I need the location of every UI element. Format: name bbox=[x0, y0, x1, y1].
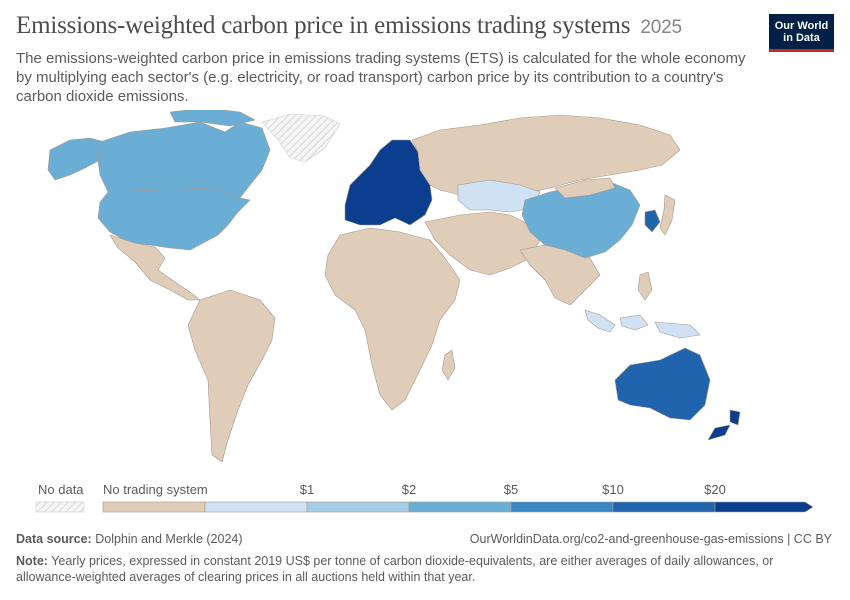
region-russia[interactable] bbox=[411, 114, 681, 196]
region-united-states[interactable] bbox=[97, 187, 251, 251]
legend-no-data: No data bbox=[35, 482, 85, 513]
legend-bin-2 bbox=[306, 501, 410, 513]
region-south-korea[interactable] bbox=[644, 209, 661, 233]
region-mongolia[interactable] bbox=[554, 177, 616, 199]
owid-logo[interactable]: Our World in Data bbox=[769, 14, 834, 52]
chart-title: Emissions-weighted carbon price in emiss… bbox=[16, 12, 682, 40]
title-year: 2025 bbox=[640, 17, 682, 38]
legend-bin-6-arrow bbox=[714, 501, 814, 513]
legend-bin-3 bbox=[408, 501, 512, 513]
legend-bin-1 bbox=[204, 501, 308, 513]
region-mexico[interactable] bbox=[109, 234, 201, 301]
legend-bin-5 bbox=[612, 501, 716, 513]
legend-tick-4: $10 bbox=[602, 482, 624, 497]
chart-subtitle: The emissions-weighted carbon price in e… bbox=[16, 50, 746, 105]
world-map bbox=[47, 110, 741, 463]
region-australia[interactable] bbox=[614, 347, 711, 421]
source-url[interactable]: OurWorldinData.org/co2-and-greenhouse-ga… bbox=[469, 532, 832, 546]
legend: No data No trading system $1 $2 $5 $10 $… bbox=[35, 482, 814, 513]
legend-no-data-swatch bbox=[35, 501, 85, 513]
region-japan[interactable] bbox=[659, 194, 676, 236]
region-new-zealand[interactable] bbox=[707, 409, 741, 441]
legend-no-data-label: No data bbox=[38, 482, 84, 497]
region-south-america[interactable] bbox=[187, 289, 276, 463]
data-source: Data source: Dolphin and Merkle (2024) bbox=[16, 532, 243, 546]
legend-tick-5: $20 bbox=[704, 482, 726, 497]
title-text: Emissions-weighted carbon price in emiss… bbox=[16, 12, 631, 39]
source-text[interactable]: Dolphin and Merkle (2024) bbox=[95, 532, 243, 546]
legend-tick-1: $1 bbox=[300, 482, 314, 497]
legend-no-trading-swatch bbox=[102, 501, 206, 513]
logo-line-1: Our World bbox=[774, 20, 829, 32]
legend-scale: No trading system $1 $2 $5 $10 $20 bbox=[102, 482, 814, 513]
region-africa[interactable] bbox=[324, 227, 461, 411]
region-canada-islands[interactable] bbox=[169, 110, 256, 127]
note-label: Note: bbox=[16, 554, 48, 568]
chart-note: Note: Yearly prices, expressed in consta… bbox=[16, 553, 826, 585]
source-label: Data source: bbox=[16, 532, 92, 546]
note-text: Yearly prices, expressed in constant 201… bbox=[16, 554, 774, 584]
region-madagascar[interactable] bbox=[441, 349, 456, 381]
region-alaska[interactable] bbox=[47, 137, 106, 181]
region-canada[interactable] bbox=[97, 121, 271, 199]
region-kazakhstan[interactable] bbox=[457, 179, 541, 213]
legend-tick-3: $5 bbox=[504, 482, 518, 497]
logo-line-2: in Data bbox=[783, 32, 820, 44]
region-philippines[interactable] bbox=[637, 271, 653, 301]
legend-bin-4 bbox=[510, 501, 614, 513]
region-indonesia[interactable] bbox=[584, 309, 701, 339]
legend-tick-2: $2 bbox=[402, 482, 416, 497]
legend-no-trading-label: No trading system bbox=[103, 482, 208, 497]
region-greenland[interactable] bbox=[261, 113, 341, 163]
